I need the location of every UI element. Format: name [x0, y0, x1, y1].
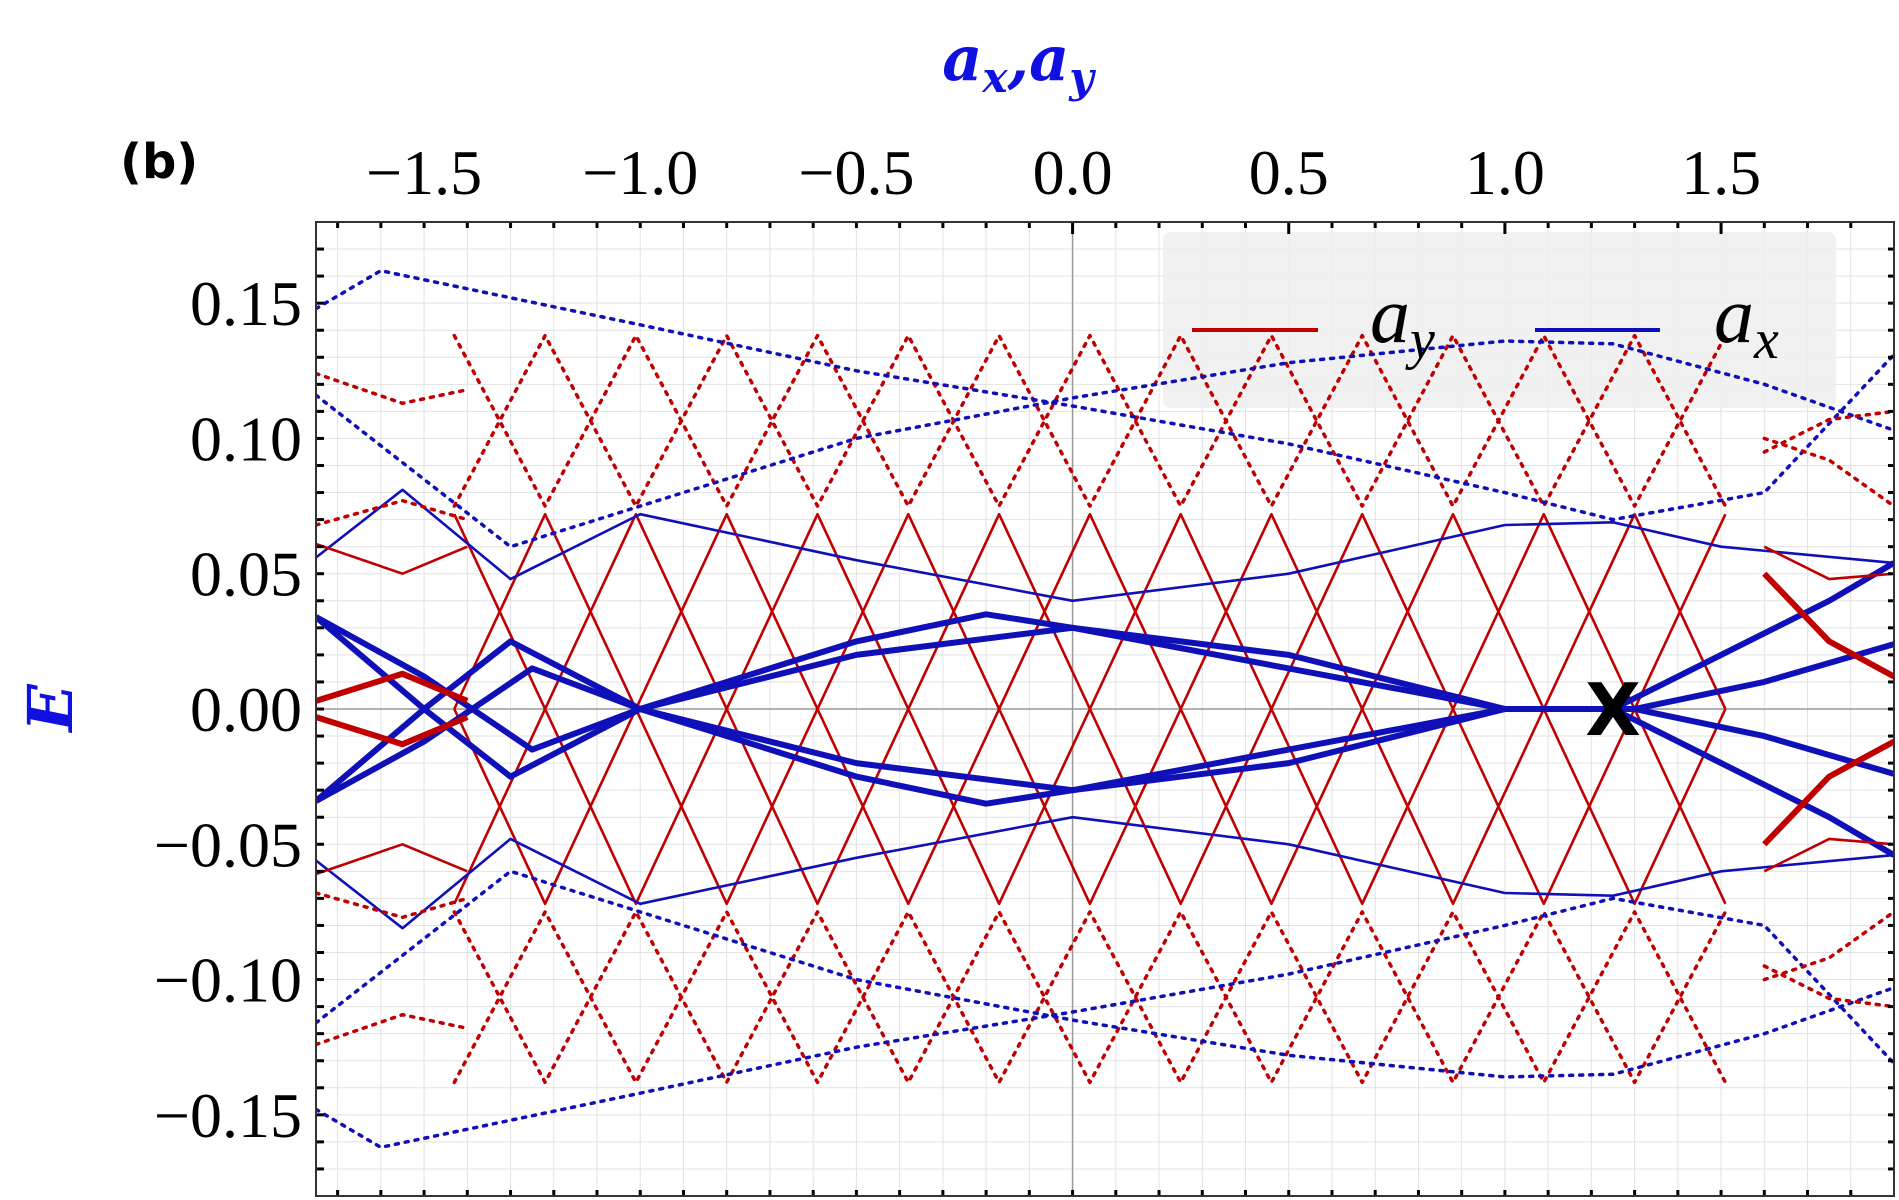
y-tick-label: 0.15	[190, 268, 302, 339]
series-ay-zigzag-alt-3	[452, 910, 1728, 1085]
x-tick-label: −1.0	[582, 137, 698, 208]
series-ay-zigzag-alt-1	[453, 707, 1727, 906]
legend-label-ax: ax	[1714, 272, 1779, 371]
legend-box	[1163, 232, 1836, 408]
series-ay-dotted-25	[1762, 964, 1894, 1009]
y-tick-label: −0.15	[154, 1080, 302, 1151]
series-ay-dotted-19	[316, 1012, 470, 1047]
series-ay-dotted-24	[1762, 409, 1894, 454]
y-tick-label: 0.00	[190, 674, 302, 745]
x-tick-label: 1.5	[1681, 137, 1761, 208]
series-ay-thick-13	[1762, 738, 1894, 847]
legend-label-ay: ay	[1370, 272, 1435, 371]
series-ay-thin-17	[1763, 837, 1894, 873]
x-axis-title: ax,ay	[942, 22, 1096, 102]
panel-label: (b)	[120, 134, 198, 190]
x-tick-label: −1.5	[366, 137, 482, 208]
series-ax-thin-5	[316, 815, 1894, 930]
series-ay-zigzag-3	[452, 910, 1728, 1085]
series-ay-thin-16	[1763, 545, 1894, 581]
series-ay-zigzag-1	[453, 707, 1727, 906]
legend: ay ax	[1192, 272, 1779, 371]
series-ax-thick-3	[316, 638, 1894, 858]
series-ay-thin-14	[316, 542, 468, 575]
series-ay-thick-12	[1762, 571, 1894, 680]
series-ay-zigzag-2	[452, 333, 1728, 508]
series-ay-dotted-23	[1762, 910, 1894, 982]
legend-background	[1163, 232, 1836, 408]
series-ax-thin-4	[316, 488, 1894, 603]
series-ay-dotted-22	[1762, 436, 1894, 508]
series-ay-zigzag-0	[453, 512, 1727, 711]
series-ay-dotted-20	[316, 498, 470, 527]
y-tick-label: 0.05	[190, 539, 302, 610]
y-tick-label: −0.05	[154, 809, 302, 880]
x-tick-label: 0.5	[1249, 137, 1329, 208]
y-axis-title: E	[14, 684, 87, 734]
series-ay-dotted-18	[316, 371, 470, 406]
series-lines	[316, 268, 1894, 1150]
series-ay-zigzag-alt-2	[452, 333, 1728, 508]
crossing-marker: X	[1585, 668, 1641, 752]
x-tick-label: −0.5	[798, 137, 914, 208]
x-tick-labels: −1.5 −1.0 −0.5 0.0 0.5 1.0 1.5	[366, 137, 1761, 208]
series-ax-dotted-6	[316, 268, 1894, 522]
series-ax-dotted-9	[316, 869, 1894, 1079]
series-ay-thin-15	[316, 843, 468, 876]
series-ay-thick-10	[316, 670, 469, 704]
series-ax-thick-2	[316, 560, 1894, 780]
series-ay-dotted-21	[316, 891, 470, 920]
plot-frame	[315, 221, 1895, 1197]
x-tick-label: 1.0	[1465, 137, 1545, 208]
y-tick-label: −0.10	[154, 945, 302, 1016]
series-ax-dotted-7	[316, 896, 1894, 1150]
series-ax-dotted-8	[316, 339, 1894, 549]
y-tick-label: 0.10	[190, 403, 302, 474]
y-tick-labels: 0.15 0.10 0.05 0.00 −0.05 −0.10 −0.15	[154, 268, 302, 1151]
x-tick-label: 0.0	[1033, 137, 1113, 208]
series-ay-thick-11	[316, 714, 469, 748]
